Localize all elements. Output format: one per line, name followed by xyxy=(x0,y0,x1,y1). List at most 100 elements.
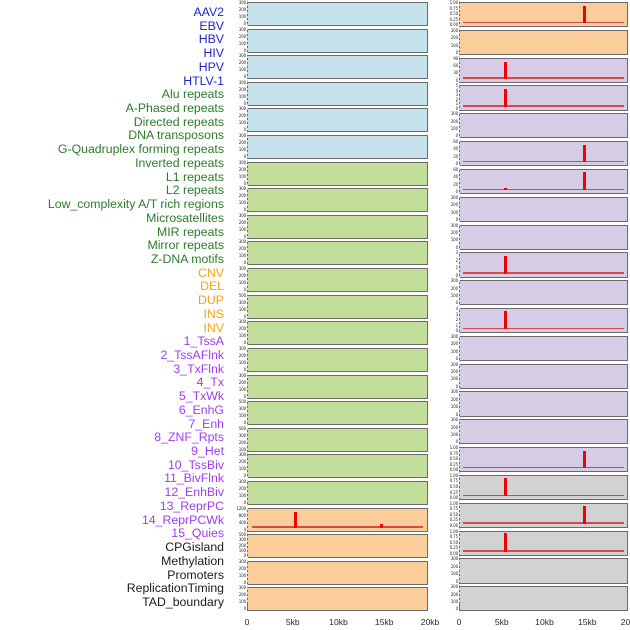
y-tick-label: 200 xyxy=(238,86,246,92)
y-tick-label: 200 xyxy=(450,202,458,208)
y-tick-label: 200 xyxy=(238,7,246,12)
y-tick-label: 0 xyxy=(455,77,459,83)
row-label: G-Quadruplex forming repeats xyxy=(57,142,224,157)
y-tick-label: 0 xyxy=(455,189,459,195)
y-tick-label: 0 xyxy=(455,411,459,417)
y-tick-label: 0 xyxy=(243,366,247,372)
y-tick-label: 100 xyxy=(238,466,246,472)
x-tick-label: 15kb xyxy=(374,617,394,627)
data-peak xyxy=(293,512,297,528)
y-tick-label: 100 xyxy=(450,432,458,438)
track-blue xyxy=(247,135,428,160)
y-tick-label: 0 xyxy=(455,244,459,250)
track-orange xyxy=(247,507,428,532)
y-tick-label: 300 xyxy=(238,585,246,591)
data-peak xyxy=(504,311,508,330)
row-label: 2_TssAFlnk xyxy=(160,348,224,362)
track-grey xyxy=(459,558,628,584)
track-purple xyxy=(459,335,628,362)
row-label: 8_ZNF_Rpts xyxy=(154,430,224,445)
y-tick-label: 0 xyxy=(243,207,247,213)
x-tick-label: 10kb xyxy=(535,617,554,627)
y-tick-label: 0 xyxy=(243,473,247,479)
y-tick-label: 100 xyxy=(450,126,458,132)
track-purple xyxy=(459,280,628,306)
y-tick-label: 200 xyxy=(238,166,246,172)
y-tick-label: 200 xyxy=(238,60,246,66)
y-tick-label: 300 xyxy=(450,389,458,395)
y-tick-label: 30 xyxy=(453,70,458,76)
y-tick-label: 1.00 xyxy=(449,500,459,506)
y-tick-label: 400 xyxy=(238,519,246,525)
y-tick-label: 200 xyxy=(238,352,246,358)
y-tick-label: 300 xyxy=(238,406,246,412)
row-label: INV xyxy=(203,320,225,335)
data-peak xyxy=(582,145,586,163)
track-baseline xyxy=(251,526,424,528)
y-tick-label: 200 xyxy=(450,369,458,375)
y-tick-label: 0 xyxy=(243,127,247,133)
data-peak xyxy=(504,62,508,79)
y-tick-label: 0 xyxy=(455,216,459,222)
data-peak xyxy=(504,533,508,552)
y-tick-label: 500 xyxy=(238,532,246,538)
track-purple xyxy=(459,85,628,111)
row-label: 3_TxFlnk xyxy=(173,361,224,376)
y-tick-label: 1.00 xyxy=(449,0,459,5)
track-orange xyxy=(247,560,428,585)
y-tick-label: 500 xyxy=(238,399,246,405)
y-tick-label: 3 xyxy=(455,311,459,317)
row-label: DNA transposons xyxy=(128,128,224,143)
y-tick-label: 0 xyxy=(455,356,459,362)
left-panel: 300 200 100 0 300 200 100 0 300 200 100 0 300 200 100 0… xyxy=(228,0,430,616)
y-tick-label: 0.00 xyxy=(449,550,459,556)
y-tick-label: 300 xyxy=(238,345,246,351)
y-tick-label: 200 xyxy=(238,326,246,332)
y-tick-label: 0 xyxy=(243,606,247,612)
row-label: 4_Tx xyxy=(196,375,224,390)
y-tick-label: 100 xyxy=(238,200,246,206)
track-purple xyxy=(459,113,628,139)
row-label: A-Phased repeats xyxy=(125,101,224,116)
row-label: Alu repeats xyxy=(161,87,224,102)
track-purple xyxy=(459,57,628,83)
track-baseline xyxy=(463,466,624,469)
y-tick-label: 100 xyxy=(238,413,246,419)
y-tick-label: 500 xyxy=(238,425,246,431)
track-blue xyxy=(247,28,428,53)
y-tick-label: 0 xyxy=(455,606,459,612)
right-panel-plot-area xyxy=(459,0,628,616)
row-label: AAV2 xyxy=(193,5,224,19)
right-panel: 1.00 0.75 0.50 0.25 0.00 300 200 100 0 90 60 30 0 5 4 3… xyxy=(438,0,630,616)
track-green xyxy=(247,241,428,266)
track-green xyxy=(247,214,428,239)
y-tick-label: 60 xyxy=(453,63,458,69)
data-peak xyxy=(504,188,508,191)
x-tick-label: 0 xyxy=(244,617,250,627)
y-tick-label: 60 xyxy=(453,139,458,145)
y-tick-label: 0.25 xyxy=(449,489,459,495)
y-tick-label: 0.00 xyxy=(449,522,459,528)
track-green xyxy=(247,294,428,319)
row-label: 9_Het xyxy=(191,444,224,459)
y-tick-label: 90 xyxy=(453,55,458,61)
y-tick-label: 1.00 xyxy=(449,445,459,451)
track-purple xyxy=(459,419,628,445)
y-tick-label: 2 xyxy=(455,257,459,263)
y-tick-label: 300 xyxy=(450,111,458,117)
y-tick-label: 40 xyxy=(453,174,458,180)
row-label: Inverted repeats xyxy=(135,155,224,170)
y-tick-label: 100 xyxy=(238,446,246,452)
y-tick-label: 1 xyxy=(455,322,459,328)
y-tick-label: 0 xyxy=(243,233,247,239)
y-tick-label: 300 xyxy=(238,79,246,85)
right-panel-y-axis: 1.00 0.75 0.50 0.25 0.00 300 200 100 0 90 60 30 0 5 4 3… xyxy=(438,0,459,616)
y-tick-label: 0 xyxy=(455,328,459,334)
y-tick-label: 100 xyxy=(238,386,246,392)
y-tick-label: 100 xyxy=(238,492,246,498)
track-grey xyxy=(459,474,628,501)
track-green xyxy=(247,268,428,293)
track-baseline xyxy=(463,494,624,497)
y-tick-label: 40 xyxy=(453,146,458,152)
y-tick-label: 300 xyxy=(238,186,246,192)
